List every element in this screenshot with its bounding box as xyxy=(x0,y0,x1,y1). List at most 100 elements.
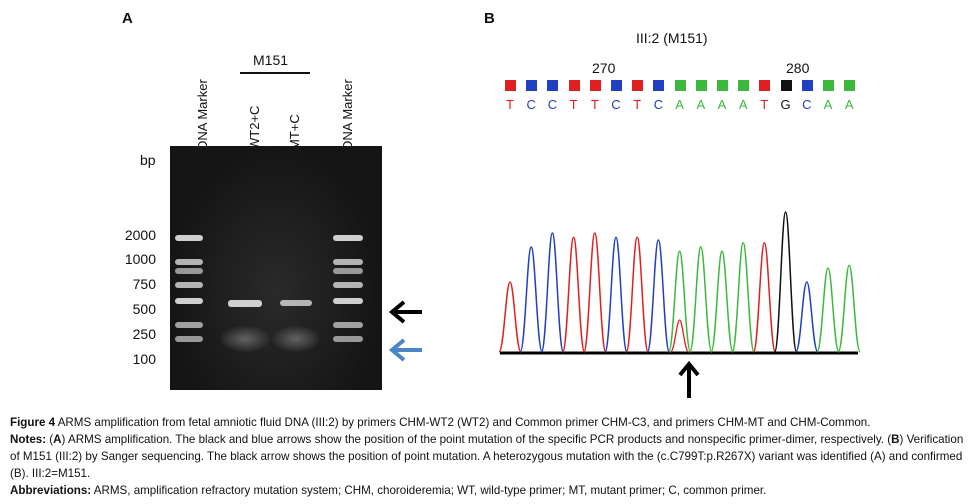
bp-label-1000: 1000 xyxy=(124,251,156,267)
black-arrow-icon xyxy=(388,300,422,324)
base-letter: A xyxy=(823,97,833,112)
trace-peak xyxy=(773,211,798,353)
primer-dimer-wt2c xyxy=(220,326,270,352)
marker-band xyxy=(333,235,363,241)
base-call-box xyxy=(844,80,856,91)
base-letter: T xyxy=(633,97,642,112)
lane-label-marker-left: DNA Marker xyxy=(195,79,210,150)
trace-peak xyxy=(689,246,713,353)
base-call-box xyxy=(759,80,771,91)
base-letter: T xyxy=(760,97,769,112)
base-call-box xyxy=(674,80,686,91)
base-letter: T xyxy=(506,97,514,112)
trace-peak xyxy=(561,236,586,353)
base-call-box xyxy=(505,80,516,91)
gel-image xyxy=(170,146,382,390)
trace-peak xyxy=(816,267,840,353)
bp-unit-label: bp xyxy=(140,152,156,168)
lane-label-wt2c: WT2+C xyxy=(247,105,262,150)
marker-band xyxy=(175,336,203,342)
marker-band xyxy=(333,282,363,288)
base-call-box xyxy=(611,80,622,91)
trace-peak xyxy=(667,250,692,353)
gel-arrows xyxy=(388,300,422,362)
notes-text: ) Verification of M151 (III:2) by Sanger… xyxy=(10,433,964,480)
marker-band xyxy=(175,235,203,241)
marker-band xyxy=(175,322,203,328)
marker-band xyxy=(333,336,363,342)
abbreviations-text: ARMS, amplification refractory mutation … xyxy=(91,484,767,497)
base-call-box xyxy=(801,80,813,91)
base-call-box xyxy=(738,80,750,91)
base-letter: A xyxy=(717,97,727,112)
panel-a-letter: A xyxy=(122,10,133,27)
base-letter: T xyxy=(590,97,599,112)
position-label-280: 280 xyxy=(786,60,810,76)
base-letter: A xyxy=(696,97,706,112)
marker-band xyxy=(333,259,363,265)
figure-caption: Figure 4 ARMS amplification from fetal a… xyxy=(10,414,972,499)
bp-label-500: 500 xyxy=(132,301,156,317)
abbreviations-label: Abbreviations: xyxy=(10,484,92,497)
marker-band xyxy=(175,259,203,265)
base-call-box xyxy=(780,80,792,91)
trace-peak xyxy=(710,250,734,353)
bp-label-750: 750 xyxy=(132,276,156,292)
figure-label: Figure 4 xyxy=(10,416,56,429)
group-bracket-line xyxy=(240,72,310,74)
base-call-box xyxy=(526,80,538,91)
marker-band xyxy=(175,298,203,304)
base-call-box xyxy=(653,80,665,91)
caption-notes: Notes: (A) ARMS amplification. The black… xyxy=(10,431,972,482)
marker-band xyxy=(175,268,203,274)
trace-peak xyxy=(752,242,777,353)
trace-peak xyxy=(795,281,819,353)
caption-abbreviations: Abbreviations: ARMS, amplification refra… xyxy=(10,482,972,499)
trace-peak xyxy=(646,239,671,353)
marker-band xyxy=(175,282,203,288)
base-letter: C xyxy=(802,97,812,112)
lane-label-mtc: MT+C xyxy=(287,114,302,150)
base-call-box xyxy=(568,80,580,91)
lane-label-marker-right: DNA Marker xyxy=(340,79,355,150)
notes-text: ) ARMS amplification. The black and blue… xyxy=(61,433,892,446)
blue-arrow-icon xyxy=(388,338,422,362)
notes-text: ( xyxy=(46,433,54,446)
trace-peaks xyxy=(498,211,861,353)
base-call-box xyxy=(589,80,601,91)
base-letter: C xyxy=(547,97,558,112)
position-label-270: 270 xyxy=(592,60,616,76)
product-band-mtc xyxy=(280,300,312,306)
notes-label: Notes: xyxy=(10,433,47,446)
base-call-box xyxy=(632,80,644,91)
bp-label-250: 250 xyxy=(132,326,156,342)
bp-label-2000: 2000 xyxy=(124,227,156,243)
notes-b: B xyxy=(891,433,900,446)
trace-peak xyxy=(583,232,607,353)
base-letter: C xyxy=(611,97,621,112)
figure-text: ARMS amplification from fetal amniotic f… xyxy=(55,416,871,429)
chromatogram-trace xyxy=(498,211,861,355)
base-call-box xyxy=(695,80,707,91)
trace-peak xyxy=(625,236,649,353)
trace-peak xyxy=(540,232,565,353)
bp-label-100: 100 xyxy=(132,351,156,367)
group-label: M151 xyxy=(253,52,289,68)
panel-b-letter: B xyxy=(484,10,495,27)
base-letter: A xyxy=(738,97,748,112)
trace-peak xyxy=(837,264,861,353)
marker-band xyxy=(333,298,363,304)
trace-peak xyxy=(519,246,543,353)
marker-band xyxy=(333,268,363,274)
base-letter: G xyxy=(780,97,791,112)
base-letter: A xyxy=(675,97,684,112)
base-letter: C xyxy=(653,97,664,112)
trace-peak xyxy=(604,236,628,353)
marker-band xyxy=(333,322,363,328)
caption-title: Figure 4 ARMS amplification from fetal a… xyxy=(10,414,972,431)
base-call-box xyxy=(547,80,559,91)
trace-peak xyxy=(731,242,755,353)
base-letter: C xyxy=(526,97,536,112)
base-call-box xyxy=(717,80,728,91)
base-call-box xyxy=(823,80,834,91)
